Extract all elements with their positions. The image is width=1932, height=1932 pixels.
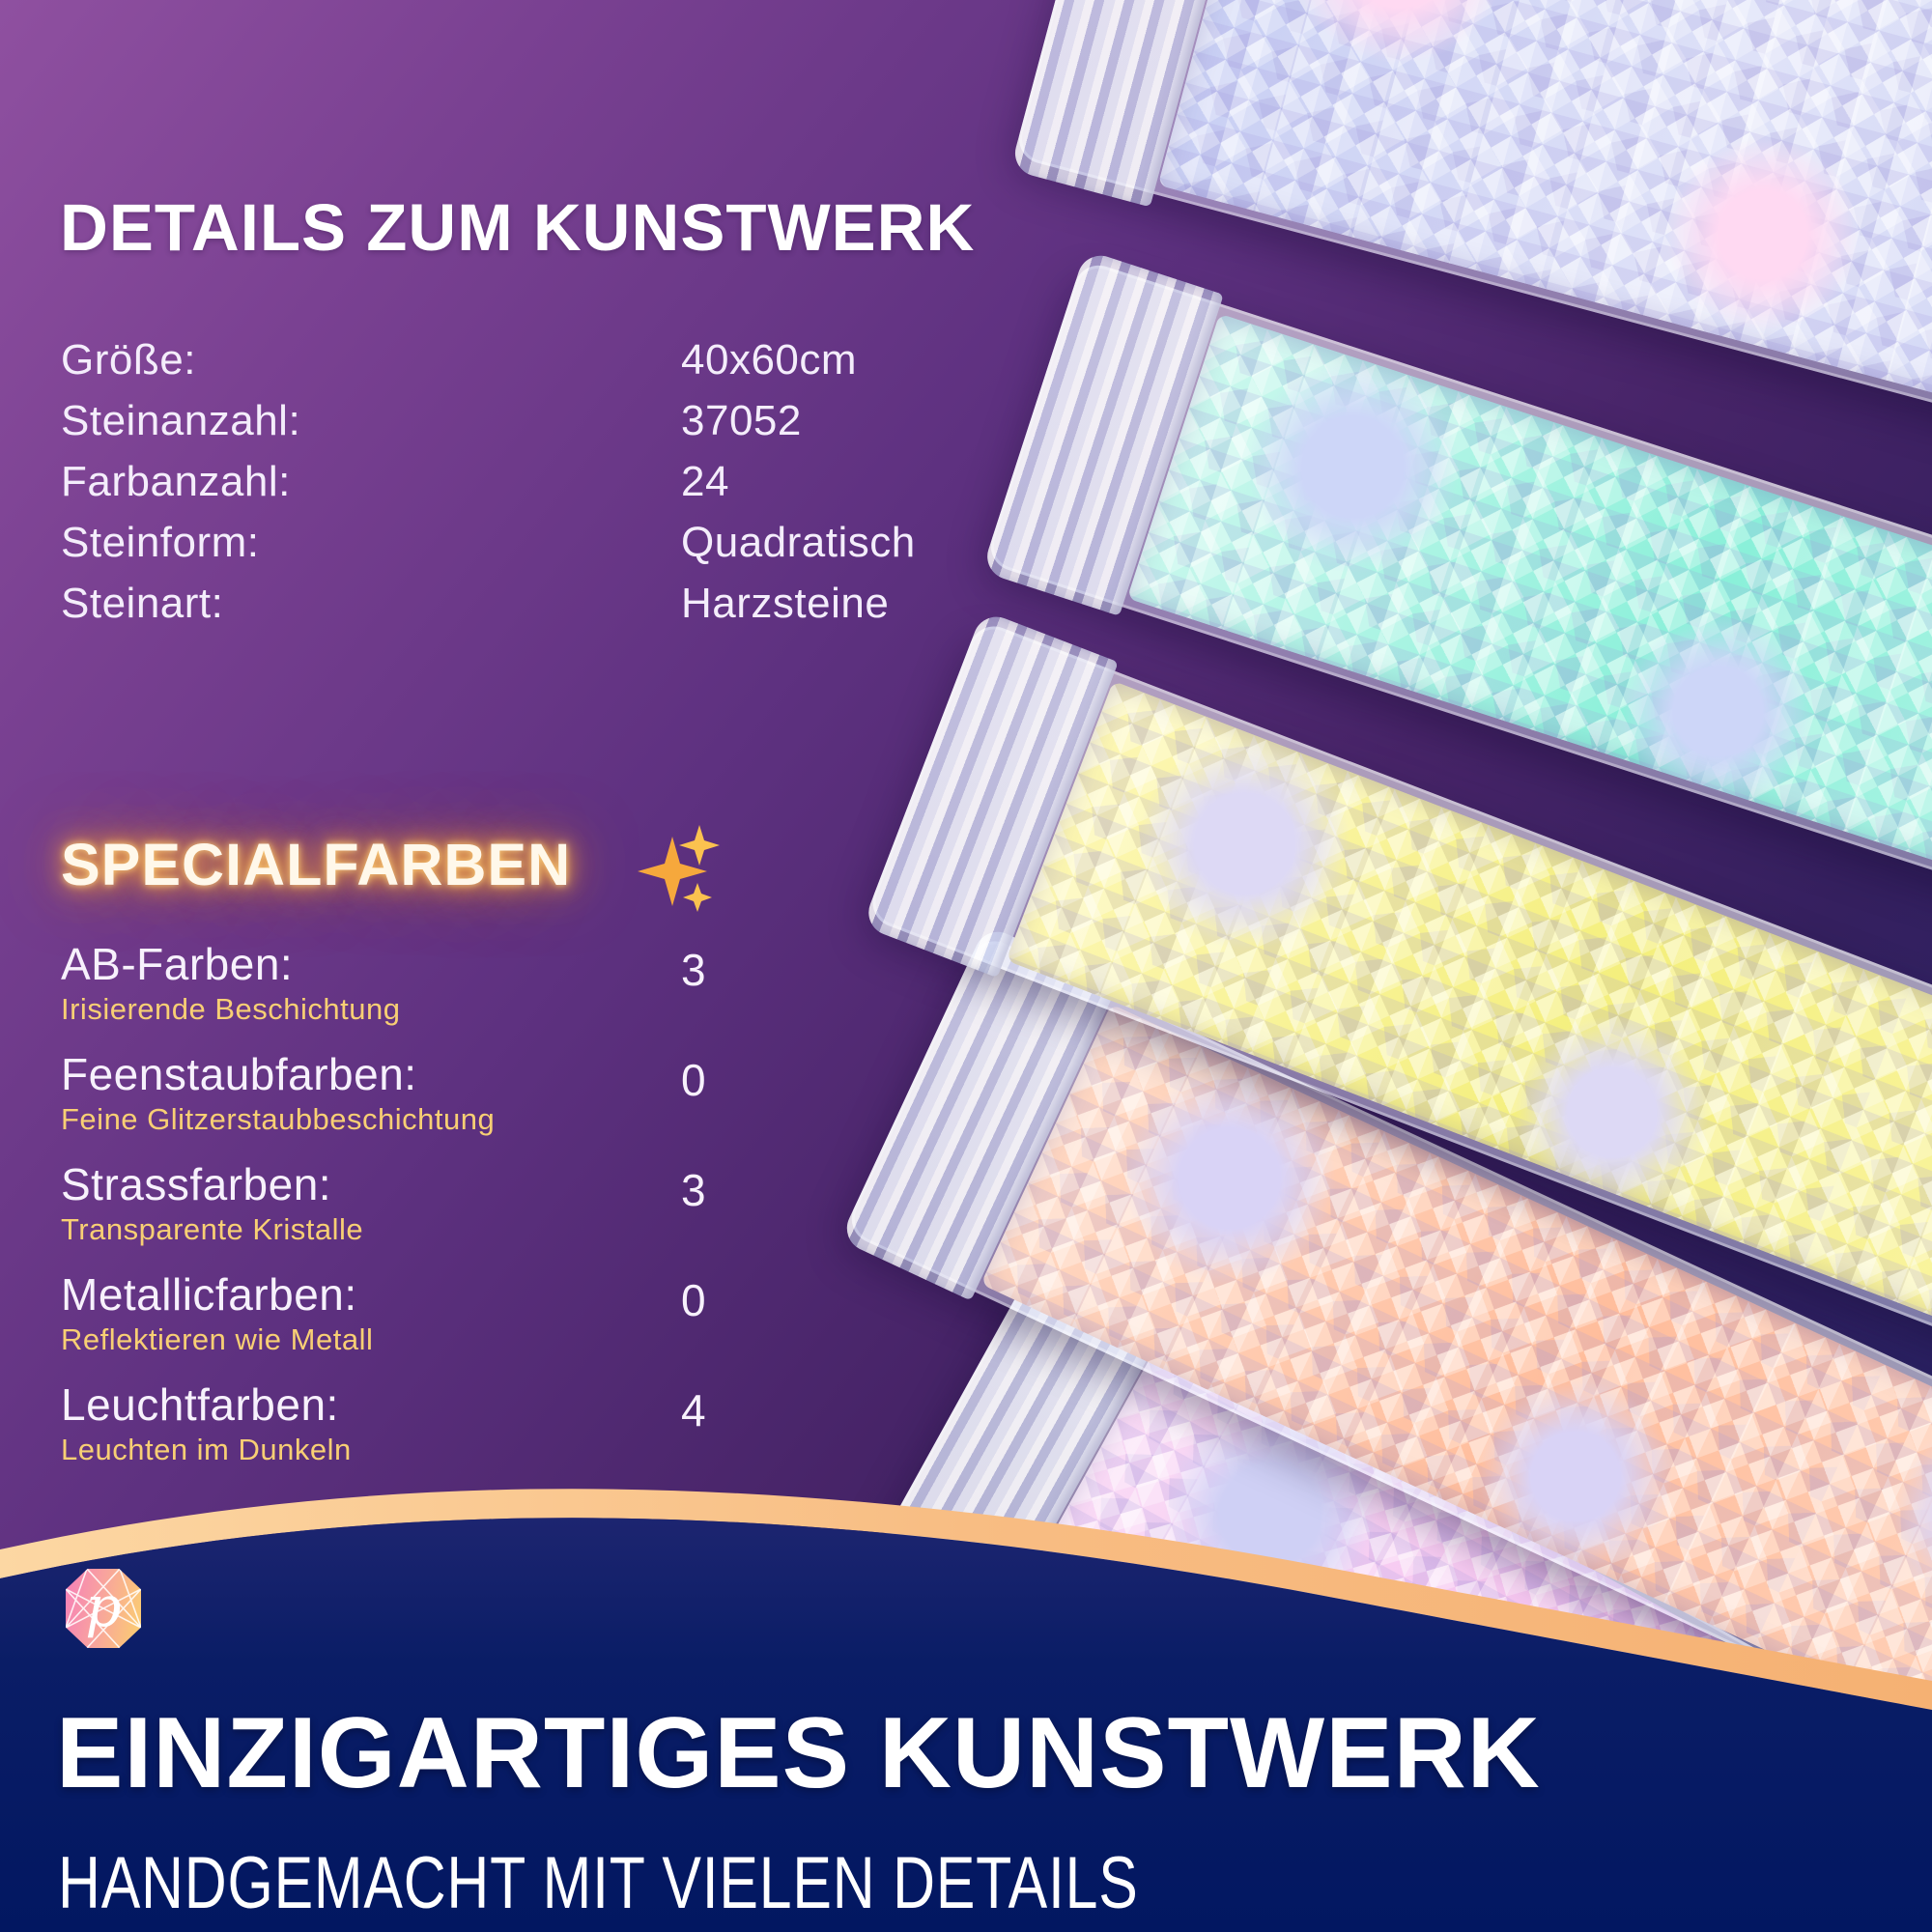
special-description: Feine Glitzerstaubbeschichtung bbox=[61, 1102, 496, 1136]
list-item: Metallicfarben: Reflektieren wie Metall … bbox=[61, 1269, 930, 1359]
list-item: Strassfarben: Transparente Kristalle 3 bbox=[61, 1159, 930, 1249]
special-label: Feenstaubfarben: bbox=[61, 1049, 417, 1099]
list-item: Feenstaubfarben: Feine Glitzerstaubbesch… bbox=[61, 1049, 930, 1139]
gold-band bbox=[0, 1489, 1932, 1710]
spec-label: Größe: bbox=[61, 335, 196, 384]
table-row: Größe: 40x60cm bbox=[61, 329, 930, 390]
special-label: Leuchtfarben: bbox=[61, 1379, 339, 1430]
special-colors-list: AB-Farben: Irisierende Beschichtung 3 Fe… bbox=[61, 939, 930, 1490]
table-row: Steinform: Quadratisch bbox=[61, 512, 930, 573]
spec-value: 37052 bbox=[681, 396, 802, 444]
table-row: Steinanzahl: 37052 bbox=[61, 390, 930, 451]
list-item: AB-Farben: Irisierende Beschichtung 3 bbox=[61, 939, 930, 1029]
spec-label: Steinanzahl: bbox=[61, 396, 301, 444]
navy-panel bbox=[0, 1518, 1932, 1932]
brand-logo-gem: p bbox=[66, 1569, 141, 1648]
spec-value: 40x60cm bbox=[681, 335, 858, 384]
spec-label: Steinform: bbox=[61, 518, 260, 566]
special-count: 4 bbox=[681, 1385, 706, 1435]
special-label: AB-Farben: bbox=[61, 939, 294, 989]
sparkles-icon bbox=[638, 825, 720, 912]
list-item: Leuchtfarben: Leuchten im Dunkeln 4 bbox=[61, 1379, 930, 1469]
special-label: Strassfarben: bbox=[61, 1159, 332, 1209]
spec-label: Farbanzahl: bbox=[61, 457, 291, 505]
special-description: Irisierende Beschichtung bbox=[61, 992, 401, 1026]
table-row: Farbanzahl: 24 bbox=[61, 451, 930, 512]
details-spec-table: Größe: 40x60cm Steinanzahl: 37052 Farban… bbox=[61, 329, 930, 634]
spec-value: 24 bbox=[681, 457, 729, 505]
special-description: Transparente Kristalle bbox=[61, 1212, 364, 1246]
special-section-title: SPECIALFARBEN bbox=[61, 832, 572, 897]
special-count: 0 bbox=[681, 1275, 706, 1325]
special-count: 3 bbox=[681, 1165, 706, 1215]
special-label: Metallicfarben: bbox=[61, 1269, 357, 1320]
spec-value: Quadratisch bbox=[681, 518, 916, 566]
gem-facets bbox=[66, 1569, 141, 1648]
spec-value: Harzsteine bbox=[681, 579, 890, 627]
logo-letter: p bbox=[85, 1574, 122, 1639]
special-count: 0 bbox=[681, 1055, 706, 1105]
spec-label: Steinart: bbox=[61, 579, 224, 627]
banner-title: EINZIGARTIGES KUNSTWERK bbox=[56, 1697, 1541, 1809]
details-section-title: DETAILS ZUM KUNSTWERK bbox=[60, 190, 976, 265]
special-count: 3 bbox=[681, 945, 706, 995]
table-row: Steinart: Harzsteine bbox=[61, 573, 930, 634]
special-description: Leuchten im Dunkeln bbox=[61, 1433, 352, 1466]
special-description: Reflektieren wie Metall bbox=[61, 1322, 374, 1356]
banner-subtitle: HANDGEMACHT MIT VIELEN DETAILS bbox=[58, 1842, 1139, 1924]
